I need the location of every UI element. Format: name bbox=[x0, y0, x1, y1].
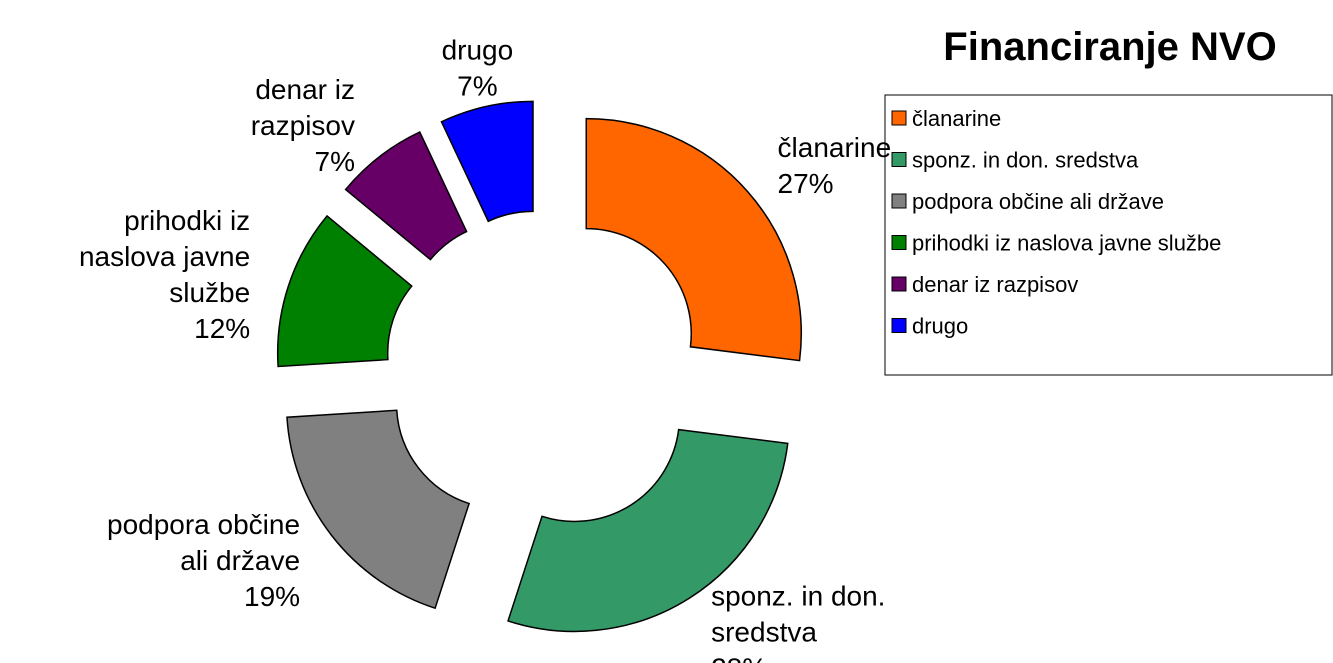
donut-segment bbox=[286, 409, 471, 610]
data-label: prihodki iz naslova javne službe 12% bbox=[79, 205, 250, 344]
data-label-category: denar iz razpisov bbox=[251, 74, 355, 141]
legend-swatch bbox=[891, 152, 907, 167]
legend-label: drugo bbox=[912, 314, 968, 339]
data-label: podpora občine ali države 19% bbox=[107, 509, 300, 612]
legend-swatch bbox=[891, 235, 907, 250]
chart-title: Financiranje NVO bbox=[943, 25, 1276, 69]
data-label-category: podpora občine ali države bbox=[107, 509, 300, 576]
data-label-value: 27% bbox=[778, 168, 834, 199]
donut-segment bbox=[585, 117, 802, 362]
data-label: drugo 7% bbox=[442, 34, 514, 101]
donut-segment bbox=[344, 131, 468, 261]
data-label-value: 12% bbox=[194, 313, 250, 344]
data-label-category: prihodki iz naslova javne službe bbox=[79, 205, 250, 308]
legend-label: denar iz razpisov bbox=[912, 272, 1078, 297]
data-label-category: sponz. in don. sredstva bbox=[711, 581, 885, 648]
donut-segment bbox=[440, 100, 534, 223]
legend-label: članarine bbox=[912, 106, 1001, 131]
legend-swatch bbox=[891, 318, 907, 333]
data-label-category: drugo bbox=[442, 34, 514, 65]
legend-label: prihodki iz naslova javne službe bbox=[912, 231, 1221, 256]
legend-swatch bbox=[891, 193, 907, 209]
legend-label: podpora občine ali države bbox=[912, 189, 1164, 214]
data-label-category: članarine bbox=[778, 132, 892, 163]
data-label-value: 7% bbox=[457, 70, 497, 101]
data-label-value: 19% bbox=[244, 581, 300, 612]
donut-segment bbox=[507, 428, 789, 633]
data-label-value: 7% bbox=[315, 146, 355, 177]
data-label: članarine 27% bbox=[778, 132, 892, 199]
legend-swatch bbox=[891, 110, 907, 126]
data-label: sponz. in don.sredstva 28% bbox=[711, 581, 885, 663]
legend-swatch bbox=[891, 276, 907, 292]
legend-box bbox=[884, 94, 1333, 376]
data-label: denar iz razpisov 7% bbox=[251, 74, 355, 177]
data-label-value: 28% bbox=[711, 653, 767, 663]
donut-segment bbox=[276, 214, 413, 368]
legend-label: sponz. in don. sredstva bbox=[912, 148, 1139, 173]
